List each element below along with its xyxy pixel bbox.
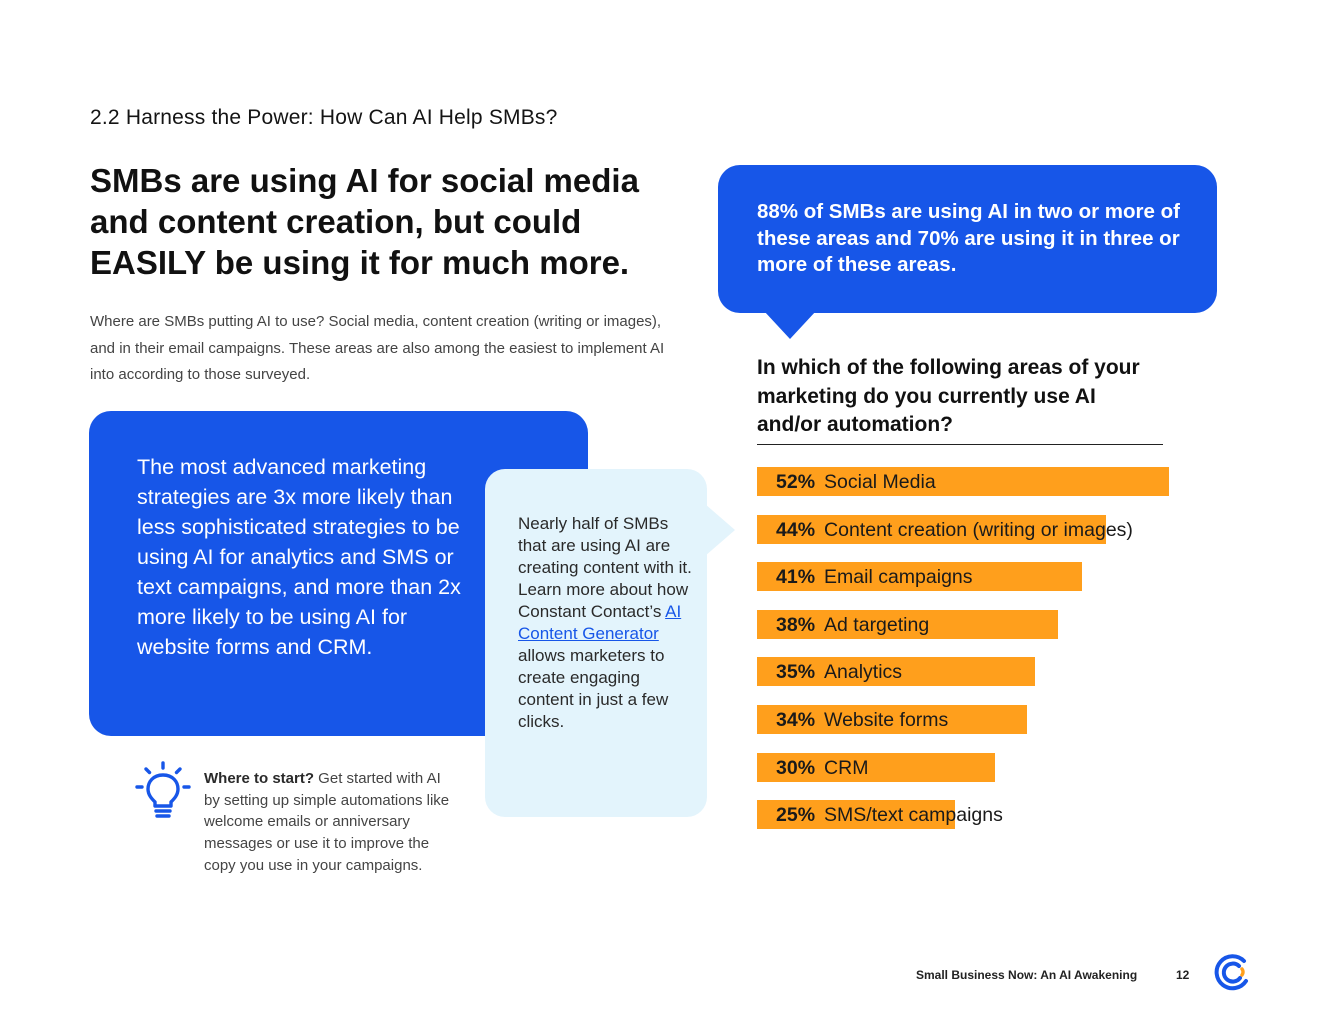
bar-value-label: 30%	[776, 757, 816, 779]
intro-paragraph: Where are SMBs putting AI to use? Social…	[90, 313, 665, 383]
bar-category-label: Email campaigns	[824, 566, 973, 588]
bar-7	[757, 753, 995, 782]
page-number: 12	[1176, 968, 1190, 982]
bar-category-label: Ad targeting	[824, 614, 930, 636]
bar-2	[757, 515, 1106, 544]
bar-6	[757, 705, 1027, 734]
footer-report-title: Small Business Now: An AI Awakening	[916, 968, 1138, 982]
content-callout-text-end: allows marketers to create engaging cont…	[518, 646, 669, 731]
chart-title: In which of the following areas of your …	[757, 356, 1140, 436]
section-heading: 2.2 Harness the Power: How Can AI Help S…	[90, 106, 558, 129]
lightbulb-icon	[135, 761, 191, 818]
chart-title-divider	[757, 444, 1163, 445]
where-to-start-tip: Where to start? Get started with AI by s…	[204, 768, 459, 877]
bar-category-label: SMS/text campaigns	[824, 804, 1003, 826]
content-callout-text: Nearly half of SMBs that are using AI ar…	[518, 513, 698, 733]
bar-1	[757, 467, 1169, 496]
bar-value-label: 34%	[776, 709, 816, 731]
content-callout-box	[485, 469, 707, 817]
bar-category-label: CRM	[824, 757, 869, 779]
bar-category-label: Social Media	[824, 471, 936, 493]
stat-callout-text: 88% of SMBs are using AI in two or more …	[757, 200, 1180, 276]
bar-value-label: 44%	[776, 519, 816, 541]
bar-value-label: 38%	[776, 614, 816, 636]
content-callout-pointer	[705, 504, 735, 556]
bar-value-label: 25%	[776, 804, 816, 826]
ai-content-generator-link[interactable]: AI Content Generator	[518, 602, 682, 643]
bar-label-6: 34% Website forms	[776, 705, 948, 734]
bar-3	[757, 562, 1082, 591]
headline: SMBs are using AI for social media and c…	[90, 162, 639, 281]
bar-label-7: 30% CRM	[776, 753, 868, 782]
bar-8	[757, 800, 955, 829]
bar-label-2: 44% Content creation (writing or images)	[776, 515, 1133, 544]
content-callout-text-start: Nearly half of SMBs that are using AI ar…	[518, 514, 692, 621]
stat-callout-pointer	[764, 311, 816, 339]
bar-label-3: 41% Email campaigns	[776, 562, 973, 591]
bar-category-label: Content creation (writing or images)	[824, 519, 1133, 541]
bar-label-5: 35% Analytics	[776, 657, 902, 686]
bar-label-1: 52% Social Media	[776, 467, 936, 496]
bar-value-label: 52%	[776, 471, 816, 493]
stat-callout-bubble	[718, 165, 1217, 313]
bar-5	[757, 657, 1035, 686]
bar-category-label: Analytics	[824, 661, 903, 683]
bar-label-4: 38% Ad targeting	[776, 610, 929, 639]
constant-contact-logo-icon	[1214, 954, 1248, 991]
bar-value-label: 35%	[776, 661, 816, 683]
advanced-callout-text: The most advanced marketing strategies a…	[137, 455, 461, 659]
bar-label-8: 25% SMS/text campaigns	[776, 800, 1003, 829]
tip-body: Get started with AI by setting up simple…	[204, 770, 450, 874]
bar-4	[757, 610, 1058, 639]
tip-lead: Where to start?	[204, 770, 315, 787]
bar-value-label: 41%	[776, 566, 816, 588]
bar-category-label: Website forms	[824, 709, 949, 731]
